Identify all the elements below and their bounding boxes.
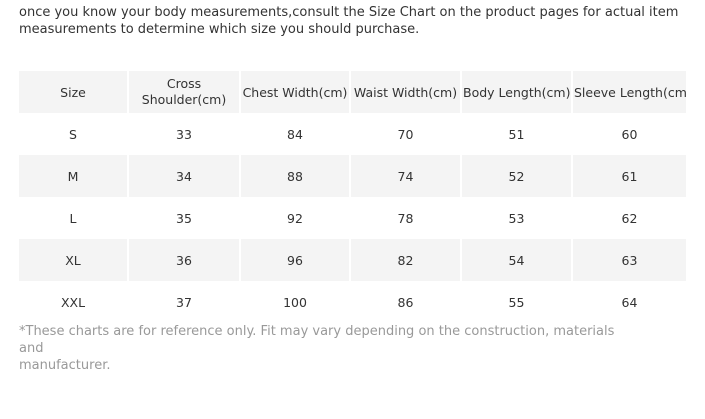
table-row: XL 36 96 82 54 63 xyxy=(19,239,686,281)
cell-waist-width: 70 xyxy=(350,113,462,155)
cell-sleeve-length: 60 xyxy=(621,126,638,142)
cell-size: M xyxy=(19,155,129,197)
cell-waist-width: 82 xyxy=(350,239,462,281)
table-header-row: Size Cross Shoulder(cm) Chest Width(cm) … xyxy=(19,71,686,113)
note-line-2: manufacturer. xyxy=(19,358,111,373)
cell-body-length: 51 xyxy=(461,113,573,155)
intro-line-1: once you know your body measurements,con… xyxy=(19,5,679,20)
cell-body-length: 55 xyxy=(461,281,573,323)
cell-cross-shoulder: 35 xyxy=(128,197,241,239)
table-row: XXL 37 100 86 55 64 xyxy=(19,281,686,323)
table-row: L 35 92 78 53 62 xyxy=(19,197,686,239)
cell-chest-width: 96 xyxy=(240,239,351,281)
header-sleeve-length: Sleeve Length(cm) xyxy=(572,71,686,113)
header-size: Size xyxy=(19,71,129,113)
note-line-1: *These charts are for reference only. Fi… xyxy=(19,324,615,356)
cell-chest-width: 100 xyxy=(240,281,351,323)
cell-size: S xyxy=(19,113,129,155)
intro-text: once you know your body measurements,con… xyxy=(19,4,679,38)
cell-waist-width: 78 xyxy=(350,197,462,239)
header-body-length: Body Length(cm) xyxy=(461,71,573,113)
cell-cross-shoulder: 33 xyxy=(128,113,241,155)
cell-waist-width: 74 xyxy=(350,155,462,197)
intro-line-2: measurements to determine which size you… xyxy=(19,22,420,37)
header-chest-width: Chest Width(cm) xyxy=(240,71,351,113)
cell-chest-width: 92 xyxy=(240,197,351,239)
cell-size: XL xyxy=(19,239,129,281)
cell-sleeve-length: 63 xyxy=(572,239,686,281)
cell-waist-width: 86 xyxy=(350,281,462,323)
cell-sleeve-length: 62 xyxy=(621,210,638,226)
cell-size: XXL xyxy=(19,281,129,323)
cell-chest-width: 88 xyxy=(240,155,351,197)
header-waist-width: Waist Width(cm) xyxy=(350,71,462,113)
cell-body-length: 52 xyxy=(461,155,573,197)
header-cross-shoulder: Cross Shoulder(cm) xyxy=(128,71,241,113)
cell-cross-shoulder: 34 xyxy=(128,155,241,197)
size-chart-table: Size Cross Shoulder(cm) Chest Width(cm) … xyxy=(19,71,686,323)
cell-body-length: 53 xyxy=(461,197,573,239)
table-row: S 33 84 70 51 60 xyxy=(19,113,686,155)
cell-cross-shoulder: 37 xyxy=(128,281,241,323)
cell-size: L xyxy=(19,197,129,239)
cell-sleeve-length: 64 xyxy=(621,294,638,310)
cell-sleeve-length: 61 xyxy=(572,155,686,197)
cell-cross-shoulder: 36 xyxy=(128,239,241,281)
cell-chest-width: 84 xyxy=(240,113,351,155)
disclaimer-note: *These charts are for reference only. Fi… xyxy=(19,323,639,374)
table-row: M 34 88 74 52 61 xyxy=(19,155,686,197)
cell-body-length: 54 xyxy=(461,239,573,281)
